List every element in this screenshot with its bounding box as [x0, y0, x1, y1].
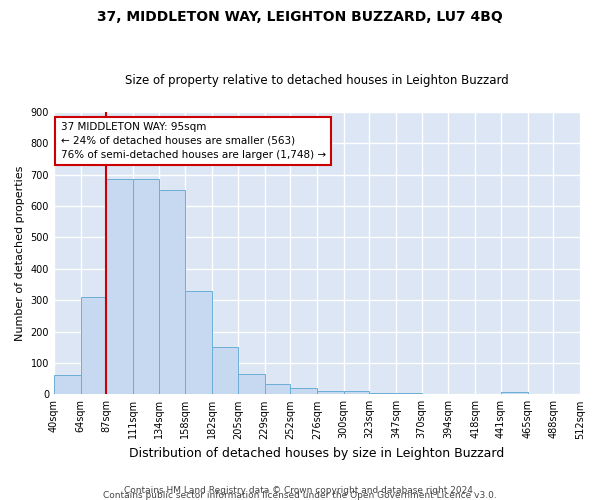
Bar	[238, 374, 265, 394]
Bar	[501, 392, 527, 394]
Bar	[106, 180, 133, 394]
Text: 37 MIDDLETON WAY: 95sqm
← 24% of detached houses are smaller (563)
76% of semi-d: 37 MIDDLETON WAY: 95sqm ← 24% of detache…	[61, 122, 326, 160]
Y-axis label: Number of detached properties: Number of detached properties	[15, 166, 25, 340]
Bar	[396, 392, 422, 394]
Bar	[344, 390, 370, 394]
Title: Size of property relative to detached houses in Leighton Buzzard: Size of property relative to detached ho…	[125, 74, 509, 87]
Bar	[158, 190, 185, 394]
Bar	[80, 297, 106, 394]
Text: 37, MIDDLETON WAY, LEIGHTON BUZZARD, LU7 4BQ: 37, MIDDLETON WAY, LEIGHTON BUZZARD, LU7…	[97, 10, 503, 24]
Bar	[265, 384, 290, 394]
Bar	[317, 390, 344, 394]
Bar	[185, 290, 212, 395]
X-axis label: Distribution of detached houses by size in Leighton Buzzard: Distribution of detached houses by size …	[130, 447, 505, 460]
Bar	[133, 180, 158, 394]
Bar	[290, 388, 317, 394]
Bar	[212, 347, 238, 395]
Text: Contains HM Land Registry data © Crown copyright and database right 2024.: Contains HM Land Registry data © Crown c…	[124, 486, 476, 495]
Bar	[54, 374, 80, 394]
Text: Contains public sector information licensed under the Open Government Licence v3: Contains public sector information licen…	[103, 491, 497, 500]
Bar	[370, 392, 396, 394]
